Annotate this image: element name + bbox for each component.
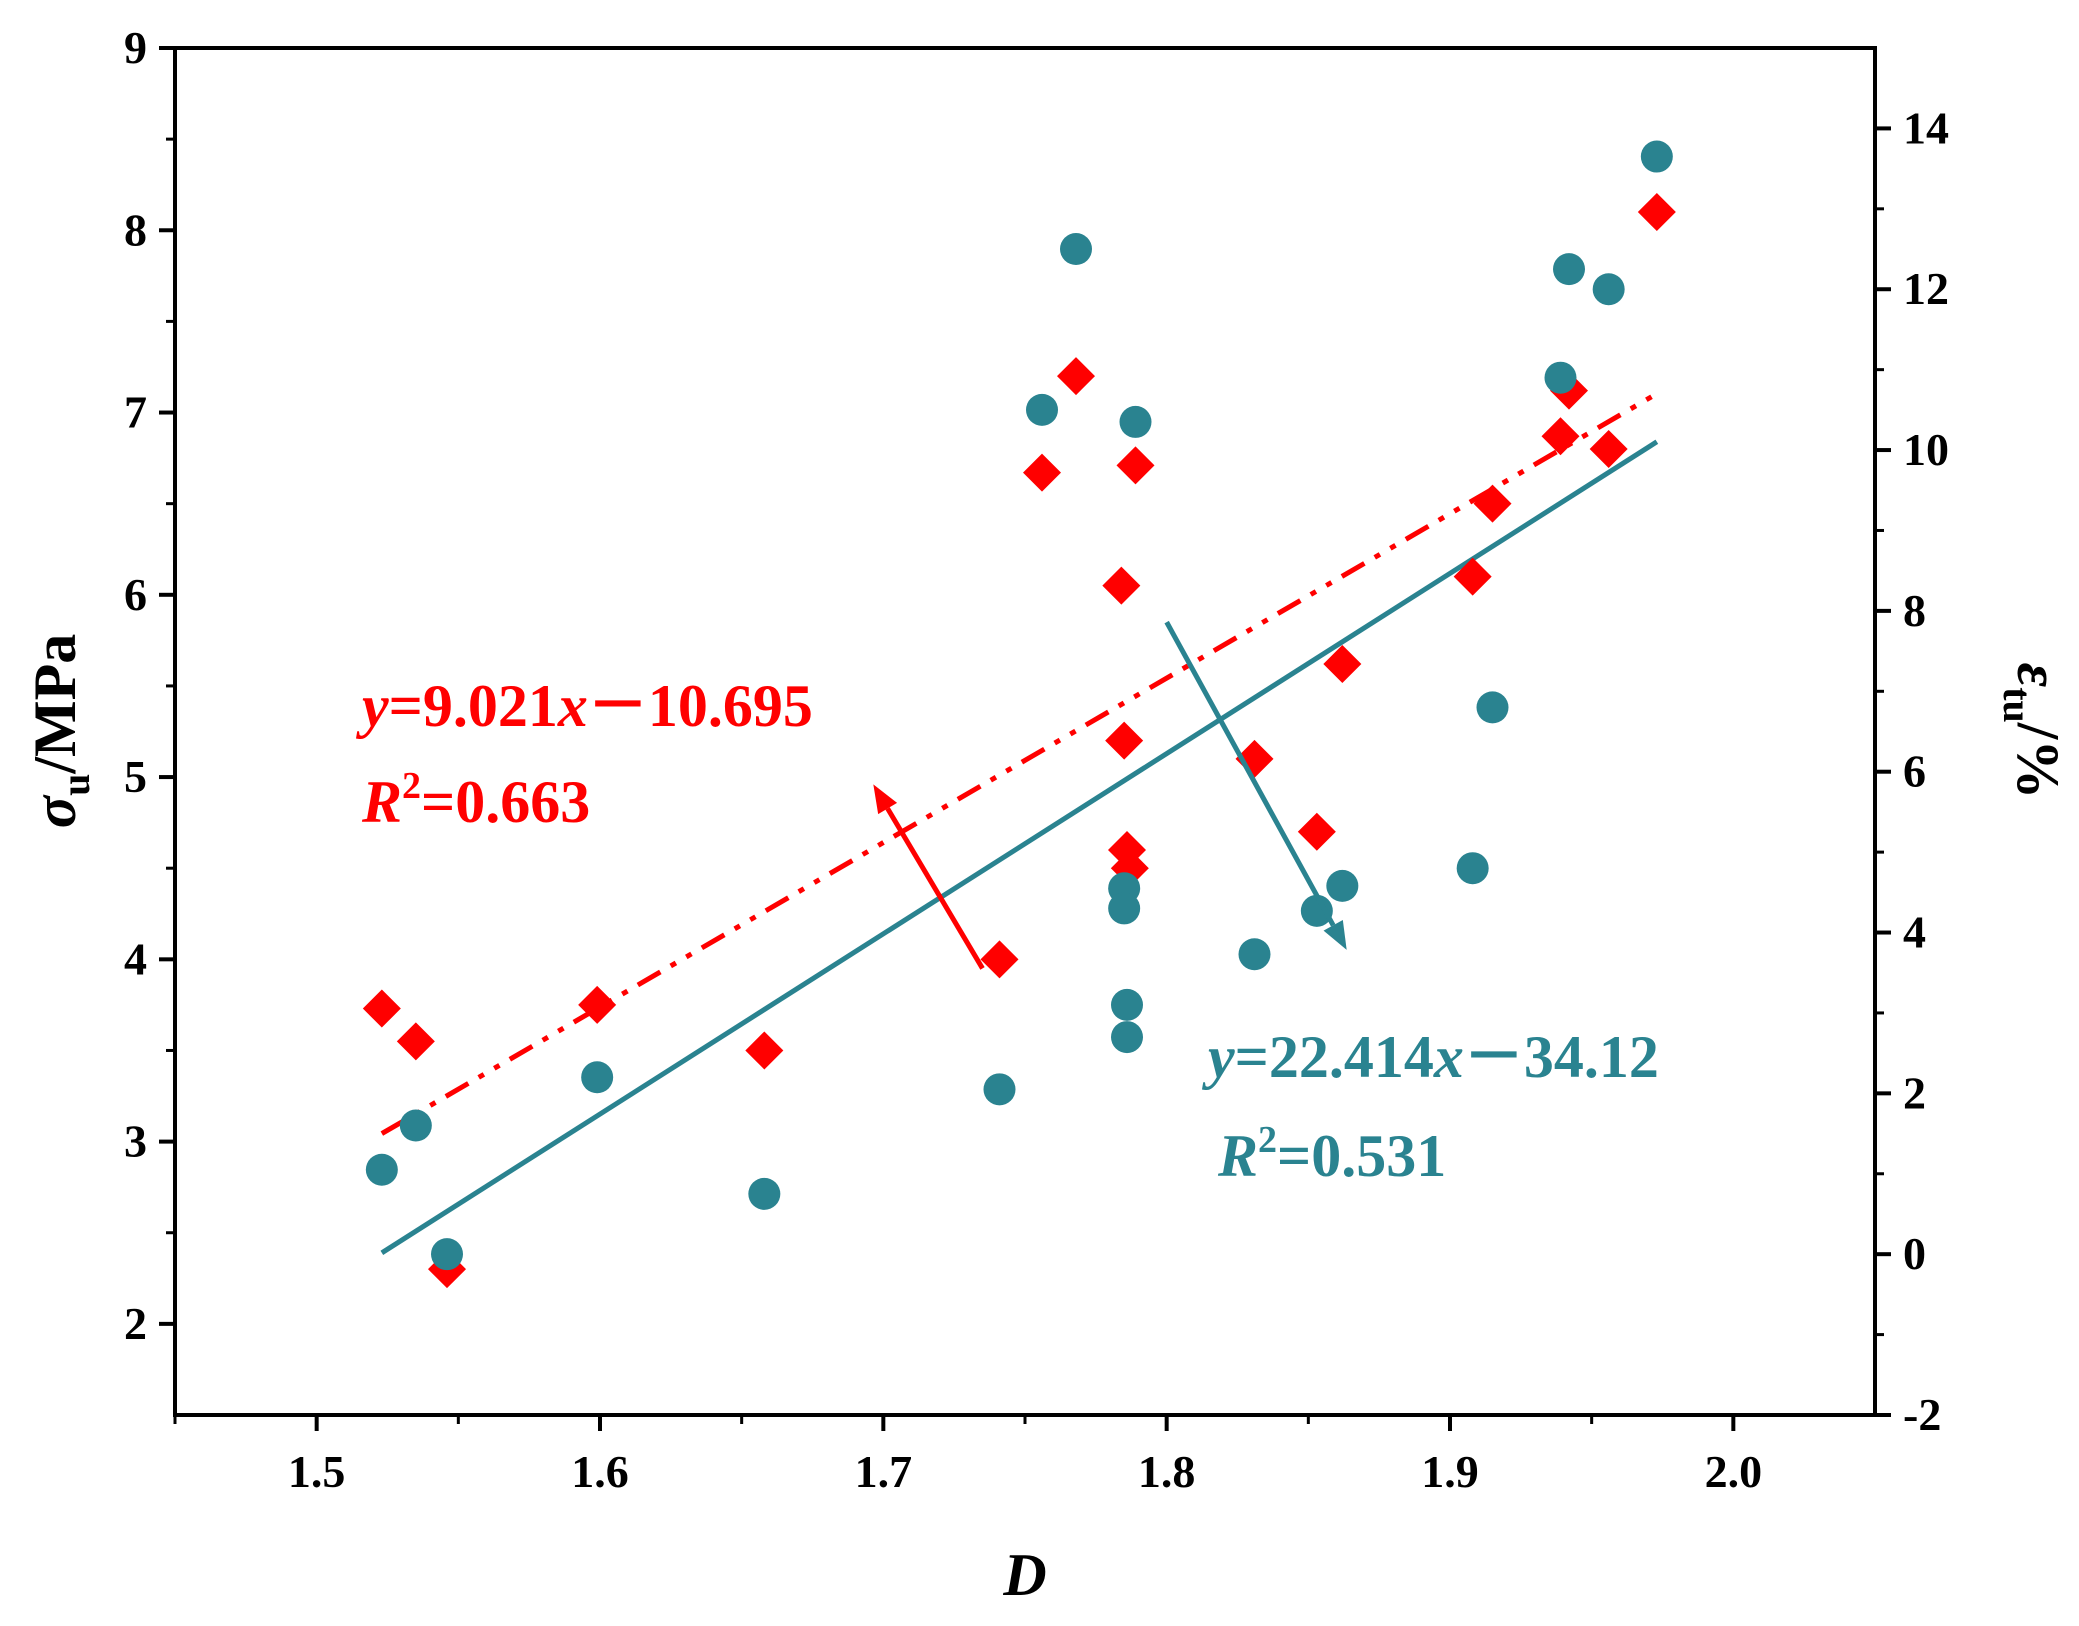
sigma-point	[1453, 557, 1492, 596]
teal-annotation-arrow-shaft	[1164, 620, 1336, 927]
y-axis-right: -2 0 2 4 6 8 10 12 14	[1875, 102, 1949, 1440]
y-left-unit: /MPa	[22, 634, 88, 775]
epsilon-point	[748, 1177, 781, 1210]
x-tick-label: 1.7	[855, 1446, 913, 1497]
red-annotation-arrow-head	[873, 784, 898, 815]
epsilon-point	[581, 1061, 614, 1094]
y-left-tick-label: 3	[124, 1116, 147, 1167]
red-fit-annotation: y=9.021x－10.695 R2=0.663	[356, 673, 813, 835]
y-left-tick-label: 2	[124, 1298, 147, 1349]
y-right-sub: tu	[1995, 687, 2040, 723]
y-left-tick-label: 6	[124, 569, 147, 620]
epsilon-point	[1111, 988, 1143, 1021]
epsilon-point	[399, 1109, 432, 1142]
x-tick-label: 1.6	[571, 1446, 629, 1497]
y-axis-right-title: εtu/%	[1995, 663, 2071, 800]
sigma-point	[1323, 645, 1362, 684]
y-right-symbol: ε	[2005, 663, 2071, 688]
sigma-point	[1105, 721, 1144, 760]
y-right-tick-label: 14	[1903, 102, 1949, 153]
x-tick-label: 1.5	[288, 1446, 346, 1497]
sigma-point	[1057, 357, 1095, 396]
epsilon-fit-line	[380, 439, 1659, 1255]
y-right-tick-label: 4	[1903, 907, 1926, 958]
epsilon-point	[1026, 393, 1058, 426]
y-right-tick-label: 8	[1903, 585, 1926, 636]
epsilon-point	[983, 1073, 1016, 1106]
sigma-point	[396, 1022, 435, 1061]
epsilon-point	[365, 1153, 398, 1186]
x-tick-label: 1.8	[1138, 1446, 1196, 1497]
y-left-tick-label: 8	[124, 204, 147, 255]
epsilon-point	[1119, 405, 1152, 438]
sigma-point	[1023, 453, 1061, 492]
y-axis-left: 2 3 4 5 6 7 8 9	[124, 22, 175, 1349]
sigma-point	[1589, 429, 1628, 468]
epsilon-point	[1640, 140, 1673, 173]
y-left-tick-label: 4	[124, 933, 147, 984]
sigma-point	[1473, 484, 1512, 523]
sigma-point	[1637, 193, 1676, 232]
sigma-point	[745, 1031, 784, 1070]
epsilon-point	[1111, 1021, 1143, 1054]
epsilon-point	[1476, 691, 1509, 724]
y-left-sub: u	[53, 774, 98, 796]
teal-fit-annotation: y=22.414x－34.12 R2=0.531	[1202, 1024, 1659, 1189]
epsilon-point	[1544, 361, 1577, 394]
red-equation: y=9.021x－10.695	[356, 673, 813, 739]
epsilon-point	[1108, 892, 1141, 925]
y-left-tick-label: 5	[124, 751, 147, 802]
x-axis: 1.5 1.6 1.7 1.8 1.9 2.0	[173, 1415, 1763, 1497]
y-right-tick-label: 6	[1903, 746, 1926, 797]
y-left-tick-label: 9	[124, 22, 147, 73]
y-left-symbol: σ	[22, 794, 88, 828]
y-right-tick-label: 10	[1903, 424, 1949, 475]
sigma-point	[1102, 566, 1141, 605]
annotation-arrows	[873, 620, 1347, 970]
epsilon-point	[431, 1238, 463, 1271]
sigma-point	[362, 989, 401, 1028]
red-r-squared: R2=0.663	[361, 765, 590, 835]
teal-annotation-arrow-head	[1323, 920, 1347, 950]
x-axis-title: D	[1002, 1542, 1046, 1608]
sigma-fit-line	[380, 391, 1659, 1136]
x-tick-label: 2.0	[1705, 1446, 1763, 1497]
sigma-point	[1541, 417, 1580, 456]
epsilon-point	[1592, 273, 1625, 306]
y-right-tick-label: 2	[1903, 1067, 1926, 1118]
sigma-point	[1116, 446, 1155, 485]
epsilon-point	[1326, 869, 1359, 902]
x-tick-label: 1.9	[1421, 1446, 1479, 1497]
teal-r-squared: R2=0.531	[1217, 1119, 1446, 1189]
epsilon-point	[1060, 233, 1092, 266]
epsilon-point	[1238, 938, 1271, 971]
y-axis-left-title: σu/MPa	[22, 634, 98, 829]
epsilon-point	[1553, 253, 1585, 286]
epsilon-point	[1300, 894, 1333, 927]
red-annotation-arrow-shaft	[885, 807, 985, 970]
y-right-tick-label: -2	[1903, 1389, 1941, 1440]
sigma-point	[1297, 812, 1336, 851]
y-right-unit: /%	[2005, 722, 2071, 800]
epsilon-series	[365, 140, 1673, 1271]
sigma-point	[578, 985, 617, 1024]
teal-equation: y=22.414x－34.12	[1202, 1024, 1659, 1090]
sigma-point	[980, 940, 1019, 979]
y-right-tick-label: 0	[1903, 1228, 1926, 1279]
sigma-series	[362, 193, 1676, 1289]
y-right-tick-label: 12	[1903, 263, 1949, 314]
epsilon-point	[1456, 852, 1489, 885]
y-left-tick-label: 7	[124, 387, 147, 438]
